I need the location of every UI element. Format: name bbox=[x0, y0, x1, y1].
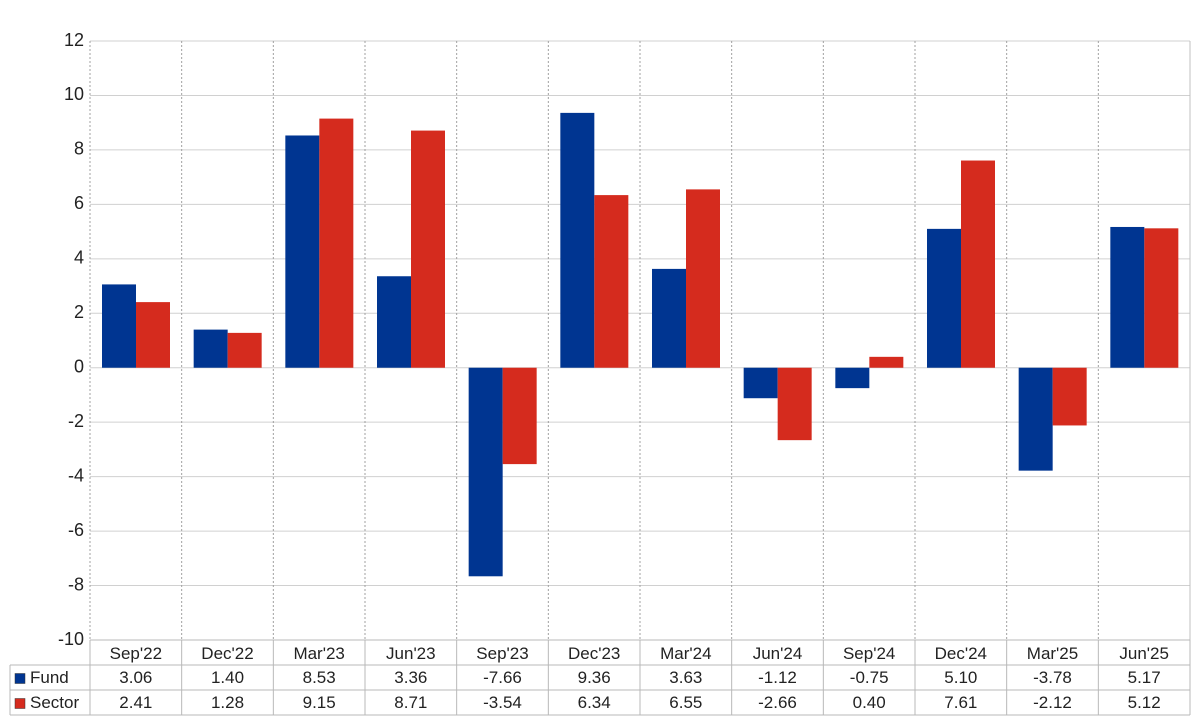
table-value: 5.10 bbox=[944, 668, 977, 687]
x-tick-label: Sep'24 bbox=[843, 644, 895, 663]
table-value: 6.34 bbox=[578, 693, 611, 712]
y-tick-label: -10 bbox=[58, 629, 84, 649]
table-value: 8.53 bbox=[303, 668, 336, 687]
y-tick-label: 4 bbox=[74, 248, 84, 268]
bar bbox=[777, 367, 812, 441]
bar bbox=[136, 302, 170, 368]
table-value: 5.12 bbox=[1128, 693, 1161, 712]
y-tick-label: 12 bbox=[64, 30, 84, 50]
bar bbox=[560, 112, 595, 368]
table-value: -0.75 bbox=[850, 668, 889, 687]
table-value: 3.63 bbox=[669, 668, 702, 687]
x-tick-label: Dec'23 bbox=[568, 644, 620, 663]
bar bbox=[285, 135, 320, 368]
x-tick-label: Mar'24 bbox=[660, 644, 711, 663]
x-tick-label: Jun'23 bbox=[386, 644, 436, 663]
y-tick-label: -4 bbox=[68, 465, 84, 485]
bar bbox=[835, 367, 870, 389]
table-value: 8.71 bbox=[394, 693, 427, 712]
table-value: -3.78 bbox=[1033, 668, 1072, 687]
table-value: -7.66 bbox=[483, 668, 522, 687]
y-tick-label: 6 bbox=[74, 193, 84, 213]
table-value: 1.28 bbox=[211, 693, 244, 712]
table-value: 3.36 bbox=[394, 668, 427, 687]
table-value: 2.41 bbox=[119, 693, 152, 712]
bar bbox=[686, 189, 720, 368]
y-tick-label: -8 bbox=[68, 574, 84, 594]
table-value: -1.12 bbox=[758, 668, 797, 687]
bar bbox=[193, 329, 228, 368]
x-tick-label: Sep'23 bbox=[476, 644, 528, 663]
bar bbox=[1018, 367, 1053, 471]
bar bbox=[743, 367, 778, 399]
bar bbox=[102, 284, 136, 368]
table-value: 9.15 bbox=[303, 693, 336, 712]
table-value: 5.17 bbox=[1128, 668, 1161, 687]
bar bbox=[502, 367, 537, 465]
x-tick-label: Mar'25 bbox=[1027, 644, 1078, 663]
table-value: 1.40 bbox=[211, 668, 244, 687]
y-tick-label: 0 bbox=[74, 356, 84, 376]
bar bbox=[961, 160, 995, 368]
y-tick-label: 2 bbox=[74, 302, 84, 322]
y-tick-label: -2 bbox=[68, 411, 84, 431]
bar bbox=[1052, 367, 1087, 426]
y-tick-label: -6 bbox=[68, 520, 84, 540]
bar bbox=[227, 332, 262, 368]
table-value: 6.55 bbox=[669, 693, 702, 712]
table-value: -2.12 bbox=[1033, 693, 1072, 712]
legend-swatch bbox=[14, 698, 26, 709]
x-tick-label: Jun'25 bbox=[1119, 644, 1169, 663]
x-tick-label: Dec'22 bbox=[201, 644, 253, 663]
bar bbox=[869, 356, 904, 368]
bar bbox=[652, 268, 686, 368]
bar bbox=[377, 276, 411, 368]
bar bbox=[1110, 226, 1145, 368]
bar bbox=[594, 195, 629, 368]
bar bbox=[1144, 228, 1179, 368]
table-value: 3.06 bbox=[119, 668, 152, 687]
bar bbox=[927, 228, 961, 368]
table-value: 9.36 bbox=[578, 668, 611, 687]
x-tick-label: Jun'24 bbox=[753, 644, 803, 663]
bar bbox=[468, 367, 503, 577]
bar bbox=[411, 130, 445, 368]
table-value: -3.54 bbox=[483, 693, 522, 712]
y-tick-label: 8 bbox=[74, 139, 84, 159]
bar bbox=[319, 118, 354, 368]
table-value: 0.40 bbox=[853, 693, 886, 712]
table-value: 7.61 bbox=[944, 693, 977, 712]
x-tick-label: Mar'23 bbox=[293, 644, 344, 663]
table-value: -2.66 bbox=[758, 693, 797, 712]
legend-label: Fund bbox=[30, 668, 69, 687]
x-tick-label: Sep'22 bbox=[110, 644, 162, 663]
legend-label: Sector bbox=[30, 693, 79, 712]
legend-swatch bbox=[14, 673, 26, 684]
x-tick-label: Dec'24 bbox=[935, 644, 987, 663]
y-tick-label: 10 bbox=[64, 84, 84, 104]
